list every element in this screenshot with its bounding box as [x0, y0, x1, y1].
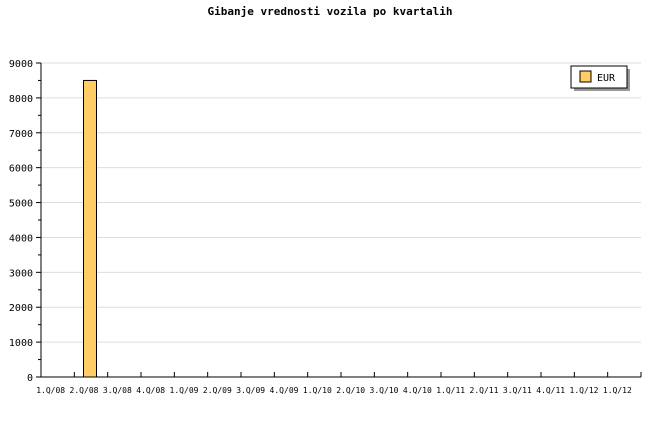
bar [83, 79, 97, 378]
y-tick-label: 0 [27, 373, 33, 384]
chart-title: Gibanje vrednosti vozila po kvartalih [207, 5, 452, 18]
x-tick-label: 1.Q/09 [170, 386, 199, 395]
y-tick-label: 6000 [9, 164, 33, 175]
x-tick-label: 3.Q/10 [370, 386, 399, 395]
y-tick-label: 1000 [9, 338, 33, 349]
x-tick-label: 4.Q/08 [136, 386, 165, 395]
y-tick-label: 3000 [9, 268, 33, 279]
x-tick-label: 3.Q/08 [103, 386, 132, 395]
y-tick-label: 9000 [9, 59, 33, 70]
x-tick-label: 2.Q/09 [203, 386, 232, 395]
x-tick-label: 1.Q/10 [303, 386, 332, 395]
x-tick-label: 1.Q/12 [570, 386, 599, 395]
x-tick-label: 2.Q/10 [336, 386, 365, 395]
x-tick-label: 3.Q/11 [503, 386, 532, 395]
x-tick-label: 4.Q/10 [403, 386, 432, 395]
x-tick-label: 4.Q/09 [270, 386, 299, 395]
x-tick-label: 4.Q/11 [536, 386, 565, 395]
x-tick-label: 1.Q/11 [436, 386, 465, 395]
y-tick-label: 5000 [9, 199, 33, 210]
legend-swatch-eur [579, 70, 592, 83]
y-tick-label: 7000 [9, 129, 33, 140]
x-tick-label: 1.Q/08 [36, 386, 65, 395]
x-tick-label: 2.Q/11 [470, 386, 499, 395]
y-tick-label: 8000 [9, 94, 33, 105]
y-tick-label: 2000 [9, 303, 33, 314]
x-tick-label: 3.Q/09 [236, 386, 265, 395]
y-tick-label: 4000 [9, 233, 33, 244]
x-tick-label: 2.Q/08 [70, 386, 99, 395]
x-tick-label: 1.Q/12 [603, 386, 632, 395]
legend: EUR [570, 65, 630, 91]
legend-label-eur: EUR [597, 73, 616, 84]
